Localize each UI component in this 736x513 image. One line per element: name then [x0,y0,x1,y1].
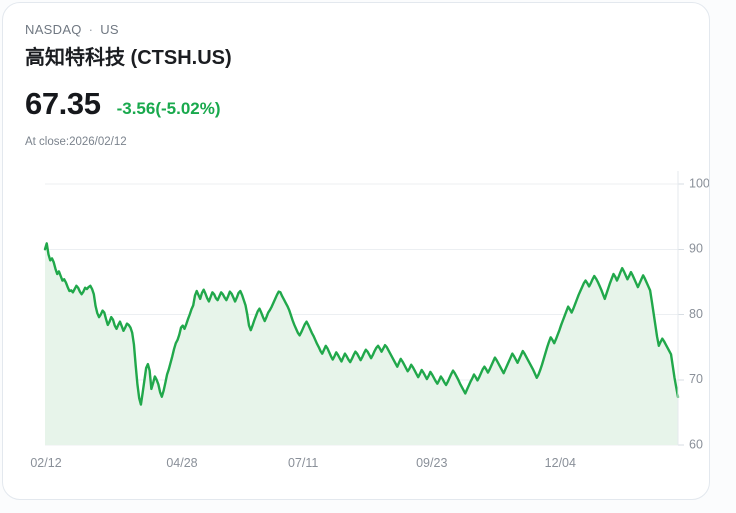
exchange-name: NASDAQ [25,22,82,37]
y-tick-label: 80 [689,307,703,321]
price-area-fill [45,243,678,445]
x-tick-label: 12/04 [545,456,576,470]
y-axis-labels: 100 90 80 70 60 [689,176,710,451]
last-price: 67.35 [25,86,101,121]
market-status: At close:2026/02/12 [25,136,127,148]
price-row: 67.35 -3.56(-5.02%) [25,87,689,121]
y-tick-label: 90 [689,242,703,256]
quote-header: NASDAQ · US 高知特科技 (CTSH.US) 67.35 -3.56(… [25,21,689,150]
price-chart[interactable]: 100 90 80 70 60 02/12 04/28 07/11 09/23 12/04 [3,163,710,483]
stock-quote-card: NASDAQ · US 高知特科技 (CTSH.US) 67.35 -3.56(… [2,2,710,500]
x-tick-label: 02/12 [30,456,61,470]
y-tick-label: 100 [689,176,710,190]
x-axis-labels: 02/12 04/28 07/11 09/23 12/04 [30,456,576,470]
x-tick-label: 04/28 [166,456,197,470]
exchange-separator: · [88,22,94,37]
region-label: US [100,22,119,37]
x-tick-label: 09/23 [416,456,447,470]
price-chart-svg[interactable]: 100 90 80 70 60 02/12 04/28 07/11 09/23 12/04 [3,163,710,483]
y-tick-label: 60 [689,437,703,451]
page-title: 高知特科技 (CTSH.US) [25,47,232,69]
x-tick-label: 07/11 [288,456,318,470]
exchange-region-line: NASDAQ · US [25,21,689,39]
price-line [43,242,680,406]
price-change: -3.56(-5.02%) [116,99,221,118]
y-tick-label: 70 [689,372,703,386]
